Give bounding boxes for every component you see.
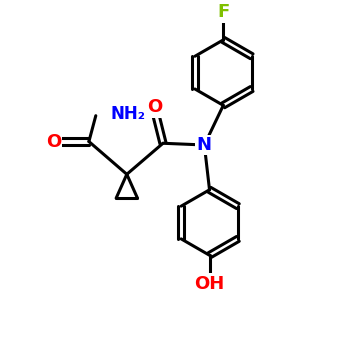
Text: N: N (197, 136, 212, 154)
Text: O: O (46, 132, 61, 151)
Text: F: F (217, 3, 230, 21)
Text: NH₂: NH₂ (110, 105, 145, 123)
Text: OH: OH (195, 275, 225, 293)
Text: O: O (147, 98, 162, 116)
